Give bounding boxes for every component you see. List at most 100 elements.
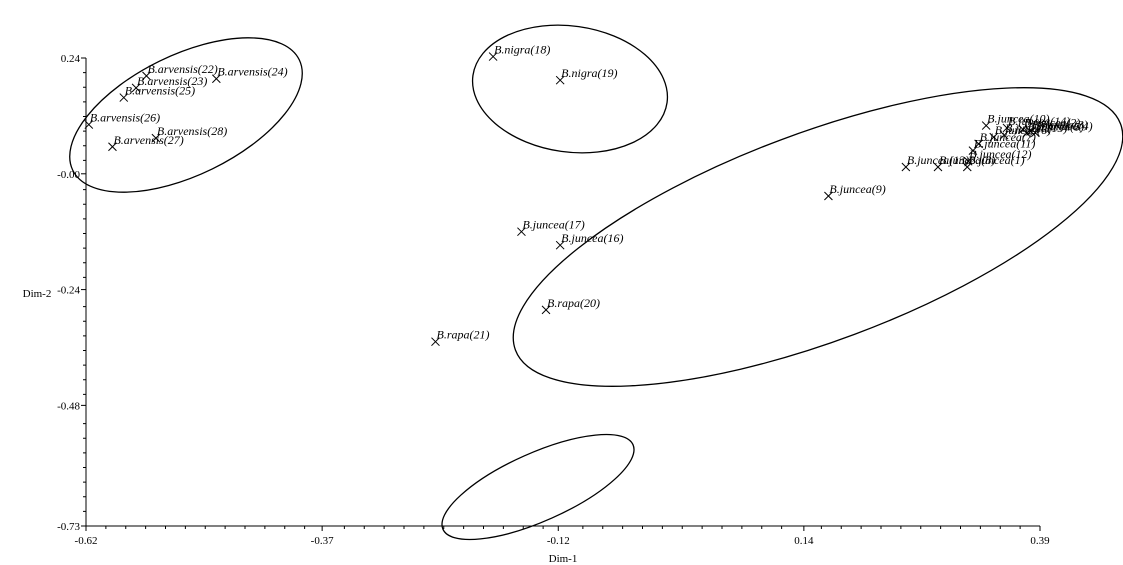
data-point: B.rapa(21) [431, 328, 489, 347]
point-marker [142, 71, 151, 81]
y-tick-label: -0.24 [57, 285, 80, 297]
data-point: B.juncea(7) [974, 130, 1036, 149]
point-label: B.juncea(11) [974, 137, 1035, 151]
data-point: B.juncea(9) [824, 182, 886, 201]
point-marker [824, 191, 833, 201]
data-point: B.juncea(6) [989, 123, 1051, 142]
data-point: B.arvensis(28) [151, 124, 227, 143]
data-point: B.arvensis(22) [142, 62, 218, 81]
x-tick-label: 0.14 [794, 535, 814, 547]
point-label: B.arvensis(26) [90, 111, 160, 125]
data-point: B.juncea(1) [962, 153, 1025, 172]
point-label: B.juncea(8) [939, 153, 995, 167]
data-point: B.arvensis(24) [211, 65, 288, 84]
point-marker [989, 132, 999, 142]
data-point: B.juncea(13) [901, 153, 969, 172]
data-point: B.arvensis(25) [119, 84, 195, 102]
point-marker [131, 83, 141, 93]
point-label: B.rapa(21) [436, 328, 489, 342]
y-axis-title: Dim-2 [23, 288, 52, 300]
point-label: B.arvensis(22) [147, 62, 217, 76]
point-marker [962, 162, 972, 172]
data-point: B.juncea(4) [1030, 119, 1093, 138]
point-marker [84, 120, 94, 129]
point-marker [555, 75, 565, 85]
point-label: B.juncea(4) [1036, 119, 1092, 133]
point-label: B.juncea(15) [1005, 121, 1067, 135]
point-marker [119, 93, 129, 102]
cluster-ellipse-rapa [441, 433, 635, 541]
point-label: B.arvensis(23) [137, 74, 207, 88]
point-label: B.juncea(14) [1008, 114, 1070, 128]
point-marker [1022, 128, 1032, 138]
point-marker [999, 130, 1009, 140]
data-point: B.juncea(14) [1002, 114, 1070, 133]
x-ticks: -0.62 -0.37 -0.12 0.14 0.39 [75, 526, 1050, 547]
point-label: B.nigra(19) [561, 66, 617, 80]
point-marker [974, 139, 983, 149]
point-marker [555, 240, 565, 250]
x-tick-label: -0.12 [547, 535, 570, 547]
point-label: B.arvensis(25) [125, 84, 195, 98]
cluster-ellipse-arvensis [69, 37, 303, 193]
point-marker [933, 162, 943, 172]
point-label: B.arvensis(27) [113, 133, 183, 147]
x-tick-label: 0.39 [1030, 535, 1050, 547]
data-point: B.juncea(10) [981, 112, 1049, 130]
point-marker [151, 133, 161, 143]
data-point: B.juncea(11) [968, 137, 1035, 155]
point-label: B.juncea(16) [561, 231, 623, 245]
x-axis-title: Dim-1 [549, 553, 578, 565]
axes: -0.62 -0.37 -0.12 0.14 0.39 0.24 -0.00 -0.24 -0… [23, 53, 1050, 565]
data-point: B.juncea(15) [999, 121, 1067, 140]
point-marker [517, 227, 526, 237]
point-label: B.juncea(17) [522, 218, 584, 232]
y-tick-label: -0.73 [57, 521, 80, 533]
y-ticks: 0.24 -0.00 -0.24 -0.48 -0.73 [57, 53, 86, 533]
point-marker [901, 162, 911, 172]
y-tick-label: -0.48 [57, 400, 80, 412]
point-label: B.rapa(20) [547, 296, 600, 310]
data-point: B.juncea(5) [1022, 119, 1084, 138]
point-label: B.juncea(6) [995, 123, 1051, 137]
point-label: B.juncea(2) [1024, 115, 1080, 129]
data-point: B.rapa(20) [541, 296, 600, 315]
point-marker [211, 74, 221, 84]
point-marker [1030, 128, 1040, 138]
point-label: B.juncea(10) [987, 112, 1049, 126]
point-marker [963, 156, 973, 166]
point-label: B.juncea(3) [1032, 117, 1088, 131]
point-label: B.juncea(12) [969, 147, 1031, 161]
point-label: B.nigra(18) [494, 43, 550, 57]
x-tick-label: -0.37 [311, 535, 334, 547]
point-marker [488, 52, 498, 61]
point-marker [541, 305, 551, 315]
point-label: B.arvensis(28) [157, 124, 227, 138]
y-tick-label: -0.00 [57, 169, 80, 181]
data-point: B.nigra(18) [488, 43, 550, 61]
point-marker [981, 121, 991, 130]
point-label: B.juncea(1) [968, 153, 1024, 167]
point-label: B.arvensis(24) [217, 65, 287, 79]
point-label: B.juncea(13) [907, 153, 969, 167]
point-label: B.juncea(5) [1028, 119, 1084, 133]
point-marker [1002, 123, 1012, 133]
data-point: B.juncea(8) [933, 153, 995, 172]
cluster-outlines [69, 24, 1123, 541]
data-point: B.juncea(17) [517, 218, 585, 237]
point-marker [108, 142, 117, 152]
cluster-ellipse-nigra [471, 24, 669, 154]
data-point: B.juncea(16) [555, 231, 623, 250]
data-points: B.arvensis(22) B.arvensis(24) B.arvensis(2… [84, 43, 1093, 347]
data-point: B.arvensis(23) [131, 74, 207, 93]
cluster-ellipse-juncea [512, 87, 1123, 387]
point-marker [431, 337, 440, 347]
point-label: B.juncea(9) [829, 182, 885, 196]
y-tick-label: 0.24 [61, 53, 81, 65]
data-point: B.arvensis(26) [84, 111, 160, 129]
data-point: B.arvensis(27) [108, 133, 184, 152]
x-tick-label: -0.62 [75, 535, 98, 547]
data-point: B.nigra(19) [555, 66, 617, 85]
point-marker [968, 146, 978, 155]
